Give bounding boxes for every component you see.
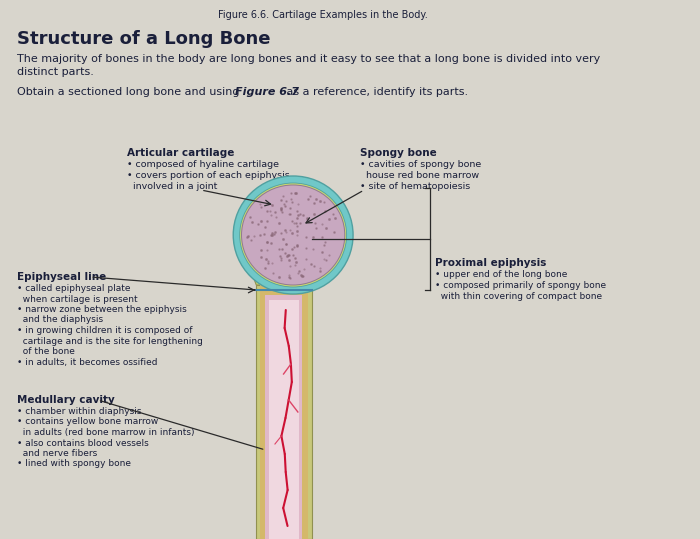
Text: in adults (red bone marrow in infants): in adults (red bone marrow in infants) — [17, 428, 194, 437]
Text: when cartilage is present: when cartilage is present — [17, 294, 137, 303]
Text: • lined with spongy bone: • lined with spongy bone — [17, 460, 131, 468]
Polygon shape — [244, 237, 340, 285]
Text: • narrow zone between the epiphysis: • narrow zone between the epiphysis — [17, 305, 186, 314]
Text: Structure of a Long Bone: Structure of a Long Bone — [17, 30, 270, 48]
Text: cartilage and is the site for lengthening: cartilage and is the site for lengthenin… — [17, 336, 202, 345]
Text: Articular cartilage: Articular cartilage — [127, 148, 234, 158]
Text: Medullary cavity: Medullary cavity — [17, 395, 114, 405]
Text: • cavities of spongy bone: • cavities of spongy bone — [360, 160, 481, 169]
Text: • composed of hyaline cartilage: • composed of hyaline cartilage — [127, 160, 279, 169]
Text: Epiphyseal line: Epiphyseal line — [17, 272, 106, 282]
Text: as a reference, identify its parts.: as a reference, identify its parts. — [283, 87, 468, 97]
Text: of the bone: of the bone — [17, 347, 74, 356]
Ellipse shape — [239, 183, 346, 287]
Text: • in adults, it becomes ossified: • in adults, it becomes ossified — [17, 357, 157, 367]
Polygon shape — [249, 241, 334, 285]
Text: • covers portion of each epiphysis: • covers portion of each epiphysis — [127, 171, 290, 180]
Text: • in growing children it is composed of: • in growing children it is composed of — [17, 326, 192, 335]
Text: • composed primarily of spongy bone: • composed primarily of spongy bone — [435, 281, 606, 290]
Polygon shape — [256, 285, 312, 539]
Text: • contains yellow bone marrow: • contains yellow bone marrow — [17, 418, 158, 426]
Polygon shape — [265, 295, 302, 539]
Text: and the diaphysis: and the diaphysis — [17, 315, 103, 324]
Text: Proximal epiphysis: Proximal epiphysis — [435, 258, 547, 268]
Text: and nerve fibers: and nerve fibers — [17, 449, 97, 458]
Ellipse shape — [233, 176, 353, 294]
Text: with thin covering of compact bone: with thin covering of compact bone — [435, 292, 602, 301]
Text: involved in a joint: involved in a joint — [127, 182, 218, 191]
Text: • chamber within diaphysis: • chamber within diaphysis — [17, 407, 141, 416]
Text: house red bone marrow: house red bone marrow — [360, 171, 479, 180]
Text: The majority of bones in the body are long bones and it easy to see that a long : The majority of bones in the body are lo… — [17, 54, 600, 64]
Text: • upper end of the long bone: • upper end of the long bone — [435, 270, 568, 279]
Text: Spongy bone: Spongy bone — [360, 148, 436, 158]
Text: distinct parts.: distinct parts. — [17, 67, 94, 77]
Text: Figure 6.7: Figure 6.7 — [235, 87, 299, 97]
Text: Figure 6.6. Cartilage Examples in the Body.: Figure 6.6. Cartilage Examples in the Bo… — [218, 10, 428, 20]
Polygon shape — [270, 300, 299, 539]
Ellipse shape — [241, 185, 345, 285]
Text: • also contains blood vessels: • also contains blood vessels — [17, 439, 148, 447]
Text: • site of hematopoiesis: • site of hematopoiesis — [360, 182, 470, 191]
Text: • called epiphyseal plate: • called epiphyseal plate — [17, 284, 130, 293]
Polygon shape — [260, 285, 308, 539]
Text: Obtain a sectioned long bone and using: Obtain a sectioned long bone and using — [17, 87, 243, 97]
